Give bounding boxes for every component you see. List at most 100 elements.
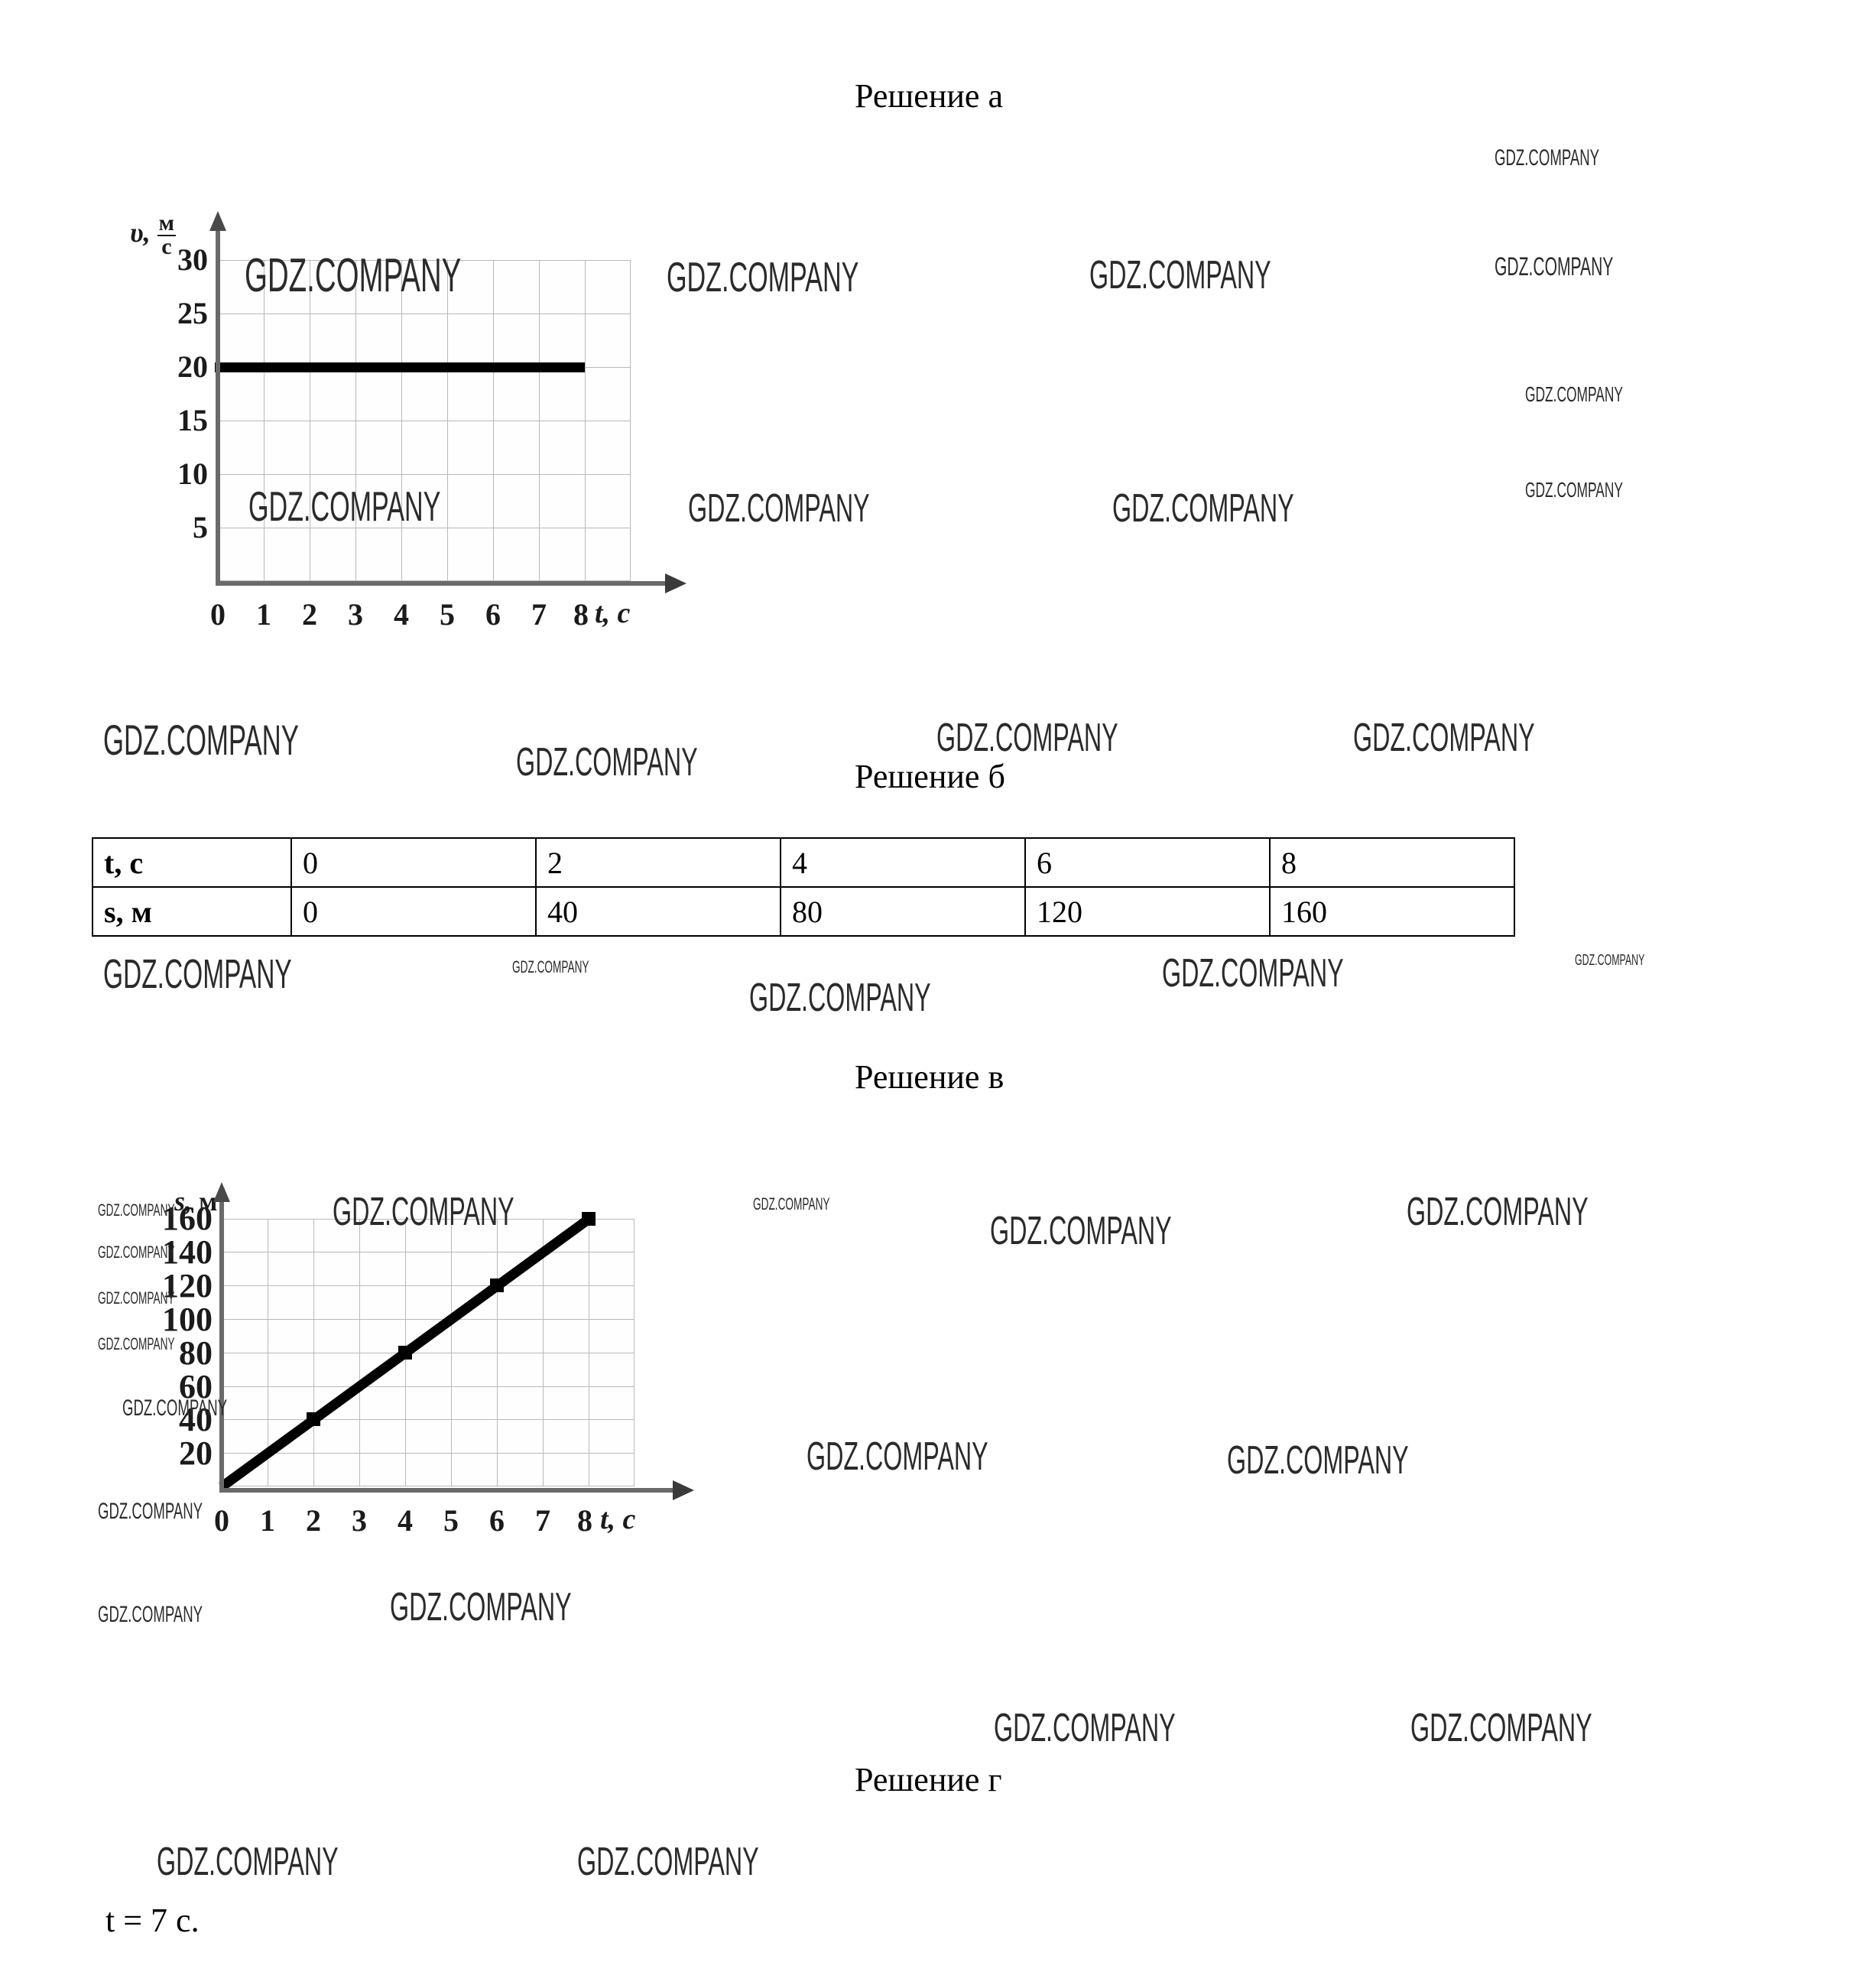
watermark: GDZ.COMPANY bbox=[1227, 1438, 1409, 1483]
chart-v-data-point bbox=[582, 1212, 596, 1226]
table-row: s, м 0 40 80 120 160 bbox=[92, 886, 1515, 937]
grid-line-h bbox=[218, 580, 631, 581]
watermark: GDZ.COMPANY bbox=[1112, 486, 1294, 531]
table-cell: 8 bbox=[1269, 837, 1515, 888]
grid-line-v bbox=[497, 1219, 498, 1486]
chart-a-series-line bbox=[215, 362, 585, 372]
chart-a-plot-area bbox=[215, 260, 631, 581]
chart-a-x-axis bbox=[216, 581, 670, 586]
chart-a-x-tick: 2 bbox=[302, 597, 317, 632]
chart-v-x-tick: 2 bbox=[306, 1503, 321, 1538]
answer-value: t = 7 c. bbox=[105, 1902, 200, 1939]
grid-line-v bbox=[630, 260, 631, 581]
page-title-solution-g: Решение г bbox=[855, 1761, 1002, 1798]
grid-line-v bbox=[451, 1219, 452, 1486]
chart-v-plot-area bbox=[219, 1212, 635, 1491]
grid-line-h bbox=[222, 1419, 635, 1420]
chart-a-y-axis-symbol: υ, bbox=[130, 216, 151, 248]
chart-a-y-axis bbox=[216, 229, 220, 584]
watermark: GDZ.COMPANY bbox=[990, 1209, 1172, 1253]
grid-line-h bbox=[222, 1285, 635, 1286]
grid-line-h bbox=[218, 260, 631, 261]
grid-line-v bbox=[585, 260, 586, 581]
grid-line-v bbox=[359, 1219, 360, 1486]
page-title-solution-a: Решение а bbox=[855, 77, 1003, 115]
grid-line-h bbox=[222, 1386, 635, 1387]
distance-time-chart: s, м bbox=[138, 1178, 864, 1728]
chart-a-y-axis-title: υ, м с bbox=[130, 212, 177, 258]
watermark: GDZ.COMPANY bbox=[157, 1840, 339, 1884]
watermark: GDZ.COMPANY bbox=[936, 716, 1118, 760]
chart-a-x-tick: 1 bbox=[256, 597, 271, 632]
grid-line-v bbox=[447, 260, 448, 581]
grid-line-h bbox=[218, 474, 631, 475]
page-title-solution-b: Решение б bbox=[855, 758, 1005, 795]
chart-a-x-tick: 8 bbox=[573, 597, 589, 632]
watermark: GDZ.COMPANY bbox=[1410, 1706, 1592, 1750]
chart-a-y-tick: 30 bbox=[177, 242, 208, 277]
grid-line-v bbox=[543, 1219, 544, 1486]
watermark: GDZ.COMPANY bbox=[245, 249, 462, 302]
chart-v-x-tick: 6 bbox=[489, 1503, 505, 1538]
watermark: GDZ.COMPANY bbox=[248, 482, 441, 530]
watermark: GDZ.COMPANY bbox=[390, 1585, 572, 1629]
chart-a-y-tick: 15 bbox=[177, 403, 208, 437]
watermark: GDZ.COMPANY bbox=[753, 1194, 830, 1213]
chart-v-y-tick: 80 bbox=[179, 1334, 213, 1372]
table-row-header: s, м bbox=[92, 886, 292, 937]
watermark: GDZ.COMPANY bbox=[1495, 145, 1600, 171]
chart-v-y-axis bbox=[219, 1200, 224, 1493]
chart-v-y-tick: 60 bbox=[179, 1368, 213, 1405]
chart-a-y-tick: 5 bbox=[193, 510, 208, 544]
table-cell: 4 bbox=[780, 837, 1026, 888]
watermark: GDZ.COMPANY bbox=[98, 1334, 175, 1353]
watermark: GDZ.COMPANY bbox=[1407, 1190, 1589, 1234]
grid-line-v bbox=[264, 260, 265, 581]
table-cell: 0 bbox=[290, 837, 537, 888]
grid-line-h bbox=[222, 1453, 635, 1454]
chart-a-y-tick: 20 bbox=[177, 349, 208, 384]
chart-a-x-axis-arrow-icon bbox=[665, 573, 686, 593]
chart-v-y-tick: 120 bbox=[162, 1267, 213, 1304]
chart-v-x-axis-arrow-icon bbox=[673, 1480, 694, 1500]
chart-v-y-tick: 140 bbox=[162, 1233, 213, 1271]
chart-v-y-axis-symbol: s, bbox=[174, 1186, 193, 1217]
watermark: GDZ.COMPANY bbox=[1525, 382, 1623, 406]
distance-time-table: t, c 0 2 4 6 8 s, м 0 40 80 120 160 bbox=[92, 837, 1515, 937]
chart-v-x-axis bbox=[219, 1488, 678, 1493]
page-title-solution-v: Решение в bbox=[855, 1058, 1005, 1096]
watermark: GDZ.COMPANY bbox=[1575, 952, 1645, 969]
watermark: GDZ.COMPANY bbox=[1495, 252, 1614, 281]
grid-line-v bbox=[634, 1219, 635, 1486]
grid-line-v bbox=[401, 260, 402, 581]
watermark: GDZ.COMPANY bbox=[103, 951, 292, 997]
watermark: GDZ.COMPANY bbox=[98, 1602, 203, 1627]
chart-a-x-tick: 4 bbox=[394, 597, 409, 632]
watermark: GDZ.COMPANY bbox=[98, 1243, 175, 1262]
grid-line-v bbox=[313, 1219, 314, 1486]
watermark: GDZ.COMPANY bbox=[749, 976, 931, 1020]
chart-a-x-tick: 0 bbox=[210, 597, 226, 632]
chart-v-y-tick: 40 bbox=[179, 1401, 213, 1438]
table-cell: 2 bbox=[535, 837, 781, 888]
table-cell: 160 bbox=[1269, 886, 1515, 937]
chart-v-y-tick: 160 bbox=[162, 1200, 213, 1237]
chart-v-x-tick: 3 bbox=[352, 1503, 367, 1538]
grid-line-v bbox=[539, 260, 540, 581]
chart-v-data-point bbox=[398, 1346, 412, 1360]
watermark: GDZ.COMPANY bbox=[577, 1840, 759, 1884]
chart-a-y-tick: 25 bbox=[177, 296, 208, 330]
chart-v-data-point bbox=[490, 1278, 504, 1292]
watermark: GDZ.COMPANY bbox=[688, 486, 870, 531]
table-cell: 6 bbox=[1024, 837, 1271, 888]
chart-v-data-point bbox=[307, 1412, 320, 1426]
watermark: GDZ.COMPANY bbox=[1089, 253, 1271, 297]
chart-v-x-tick: 0 bbox=[214, 1503, 229, 1538]
chart-v-y-tick: 100 bbox=[162, 1301, 213, 1338]
watermark: GDZ.COMPANY bbox=[667, 253, 859, 301]
chart-a-x-tick: 6 bbox=[485, 597, 501, 632]
chart-v-x-tick: 8 bbox=[577, 1503, 592, 1538]
watermark: GDZ.COMPANY bbox=[98, 1200, 175, 1220]
chart-a-x-tick: 7 bbox=[531, 597, 547, 632]
